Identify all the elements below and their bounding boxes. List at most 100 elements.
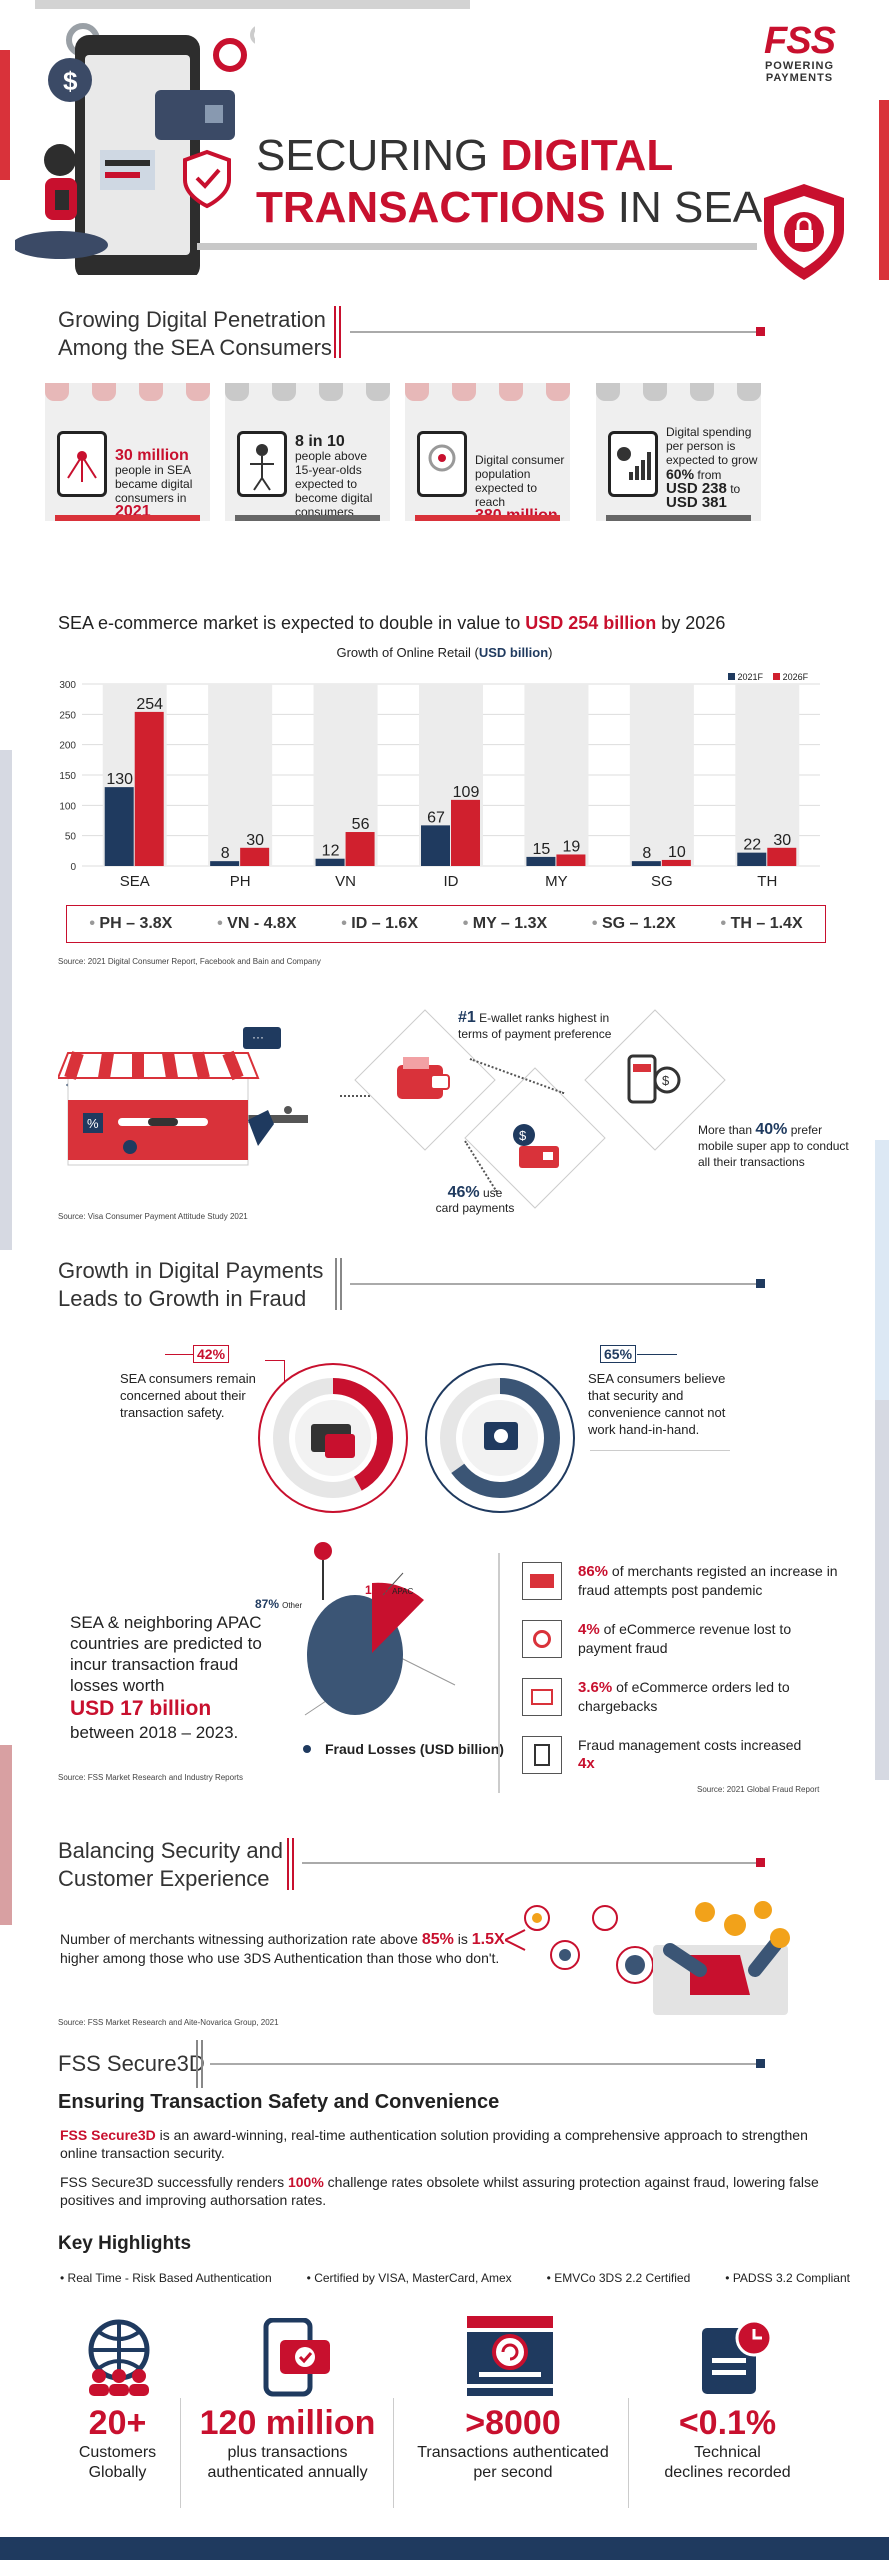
bar-vn-2021f bbox=[315, 858, 345, 866]
x-category-label: SEA bbox=[120, 873, 150, 890]
bar-value-label: 254 bbox=[136, 696, 163, 713]
page-title: SECURING DIGITAL TRANSACTIONS IN SEA bbox=[256, 130, 766, 234]
fraud-pie bbox=[275, 1535, 495, 1745]
multiplier-sg-text: SG – 1.2X bbox=[601, 915, 676, 932]
logo-text: FSS bbox=[764, 20, 836, 62]
fraud-prediction-period: between 2018 – 2023. bbox=[70, 1723, 239, 1742]
fraud-fact-3: 3.6% of eCommerce orders led to chargeba… bbox=[522, 1676, 842, 1734]
card-1-desc: people in SEA became digital consumers i… bbox=[115, 463, 193, 505]
secure3d-paragraph-1: FSS Secure3D is an award-winning, real-t… bbox=[60, 2126, 820, 2162]
phone-growth-icon bbox=[608, 431, 658, 497]
concern-leader-line-2 bbox=[265, 1360, 285, 1385]
bar-ph-2021f bbox=[210, 861, 240, 866]
connector-dotted-line bbox=[340, 1095, 370, 1097]
title-underline bbox=[197, 243, 757, 250]
fraud-source-right: Source: 2021 Global Fraud Report bbox=[697, 1785, 820, 1794]
badge-icon bbox=[522, 1620, 562, 1658]
stat-declines: <0.1% Technical declines recorded bbox=[640, 2404, 815, 2483]
ewallet-desc: E-wallet ranks highest in terms of payme… bbox=[458, 1011, 612, 1041]
fraud-fact-4-value: 4x bbox=[578, 1755, 595, 1772]
multiplier-ph-text: PH – 3.8X bbox=[99, 915, 173, 932]
x-category-label: PH bbox=[230, 873, 251, 890]
stat-transactions-label-1: plus transactions bbox=[227, 2444, 348, 2461]
highlight-item-4-text: PADSS 3.2 Compliant bbox=[732, 2271, 850, 2285]
logo-tagline-2: PAYMENTS bbox=[765, 72, 834, 84]
secure3d-p2-pct: 100% bbox=[287, 2174, 324, 2190]
ecommerce-source: Source: 2021 Digital Consumer Report, Fa… bbox=[58, 957, 321, 966]
section-title-line-1: Balancing Security and bbox=[58, 1838, 284, 1863]
svg-text:···: ··· bbox=[252, 1030, 264, 1044]
bar-value-label: 130 bbox=[106, 771, 133, 788]
highlight-item-1-text: Real Time - Risk Based Authentication bbox=[67, 2271, 272, 2285]
bar-value-label: 15 bbox=[533, 841, 551, 858]
side-bar-grey-right bbox=[875, 1400, 889, 1780]
bar-value-label: 30 bbox=[246, 832, 264, 849]
legend-item-2026: 2026F bbox=[773, 672, 808, 682]
bar-group-bg bbox=[208, 684, 273, 866]
fraud-fact-3-value: 3.6% bbox=[578, 1679, 613, 1696]
balancing-source: Source: FSS Market Research and Aite-Nov… bbox=[58, 2018, 279, 2027]
stat-divider-1 bbox=[180, 2398, 181, 2508]
fraud-fact-2-value: 4% bbox=[578, 1621, 600, 1638]
stat-divider-3 bbox=[628, 2398, 629, 2508]
card-awning bbox=[225, 383, 391, 401]
superapp-pre: More than bbox=[698, 1123, 756, 1137]
side-bar-pink-left bbox=[0, 1745, 12, 1925]
chart-title-unit: USD billion bbox=[478, 645, 549, 660]
ewallet-rank: #1 bbox=[458, 1009, 476, 1026]
stat-declines-label-2: declines recorded bbox=[664, 2464, 791, 2481]
secure3d-paragraph-2: FSS Secure3D successfully renders 100% c… bbox=[60, 2173, 820, 2209]
card-bar bbox=[606, 515, 751, 521]
y-tick-label: 200 bbox=[59, 741, 76, 752]
card-bar bbox=[235, 515, 380, 521]
pie-label-apac: 13% APAC bbox=[365, 1583, 413, 1597]
section-title-line-2: Among the SEA Consumers bbox=[58, 335, 332, 360]
phone-network-icon bbox=[57, 431, 107, 497]
bar-id-2026f bbox=[451, 799, 480, 866]
chart-title-pre: Growth of Online Retail ( bbox=[336, 645, 479, 660]
fraud-fact-1-desc: of merchants registed an increase in fra… bbox=[578, 1563, 838, 1598]
highlight-item-2: • Certified by VISA, MasterCard, Amex bbox=[306, 2271, 512, 2285]
fraud-source-left: Source: FSS Market Research and Industry… bbox=[58, 1773, 243, 1782]
card-bar bbox=[415, 515, 560, 521]
section-title-balancing: Balancing Security and Customer Experien… bbox=[58, 1837, 358, 1893]
security-text: SEA consumers believe that security and … bbox=[588, 1371, 726, 1437]
y-tick-label: 100 bbox=[59, 801, 76, 812]
ewallet-text: #1 E-wallet ranks highest in terms of pa… bbox=[458, 1010, 633, 1042]
secure3d-p2-pre: FSS Secure3D successfully renders bbox=[60, 2174, 288, 2190]
top-grey-bar bbox=[35, 0, 470, 9]
section-title-line-1: Growing Digital Penetration bbox=[58, 307, 326, 332]
side-bar-red-right bbox=[879, 100, 889, 280]
section-title-brackets bbox=[287, 1838, 294, 1890]
ecommerce-headline-pre: SEA e-commerce market is expected to dou… bbox=[58, 613, 526, 633]
fraud-prediction-text: SEA & neighboring APAC countries are pre… bbox=[70, 1612, 270, 1743]
fraud-prediction-desc: SEA & neighboring APAC countries are pre… bbox=[70, 1613, 262, 1695]
card-payments-text: 46% use card payments bbox=[420, 1185, 530, 1216]
fraud-fact-4-desc: Fraud management costs increased bbox=[578, 1737, 802, 1753]
svg-text:%: % bbox=[87, 1116, 99, 1131]
legend-label-2021: 2021F bbox=[737, 672, 764, 682]
bar-value-label: 19 bbox=[563, 838, 581, 855]
x-category-label: ID bbox=[444, 873, 459, 890]
phone-people-icon bbox=[237, 431, 287, 497]
y-tick-label: 50 bbox=[65, 832, 77, 843]
bar-value-label: 8 bbox=[221, 845, 230, 862]
highlight-item-1: • Real Time - Risk Based Authentication bbox=[60, 2271, 272, 2285]
payment-illustration bbox=[504, 1900, 815, 2015]
pie-apac-label: APAC bbox=[392, 1587, 414, 1596]
chart-legend: 2021F 2026F bbox=[728, 672, 808, 682]
ecommerce-headline: SEA e-commerce market is expected to dou… bbox=[58, 612, 838, 634]
authorization-multiplier: 1.5X bbox=[471, 1931, 505, 1948]
stat-card-4: Digital spending per person is expected … bbox=[596, 383, 762, 521]
fraud-fact-2: 4% of eCommerce revenue lost to payment … bbox=[522, 1618, 842, 1676]
svg-text:$: $ bbox=[63, 66, 78, 96]
secure3d-title: FSS Secure3D bbox=[58, 2051, 205, 2076]
card-1-text: 30 million people in SEA became digital … bbox=[115, 448, 207, 520]
section-title-brackets bbox=[196, 2040, 203, 2088]
concern-text: SEA consumers remain concerned about the… bbox=[120, 1371, 256, 1420]
y-tick-label: 0 bbox=[70, 862, 76, 873]
superapp-post: prefer mobile super app to conduct all t… bbox=[698, 1123, 849, 1169]
card-payments-label: card payments bbox=[435, 1201, 515, 1215]
x-category-label: SG bbox=[651, 873, 673, 890]
multiplier-sg: • SG – 1.2X bbox=[591, 915, 676, 932]
